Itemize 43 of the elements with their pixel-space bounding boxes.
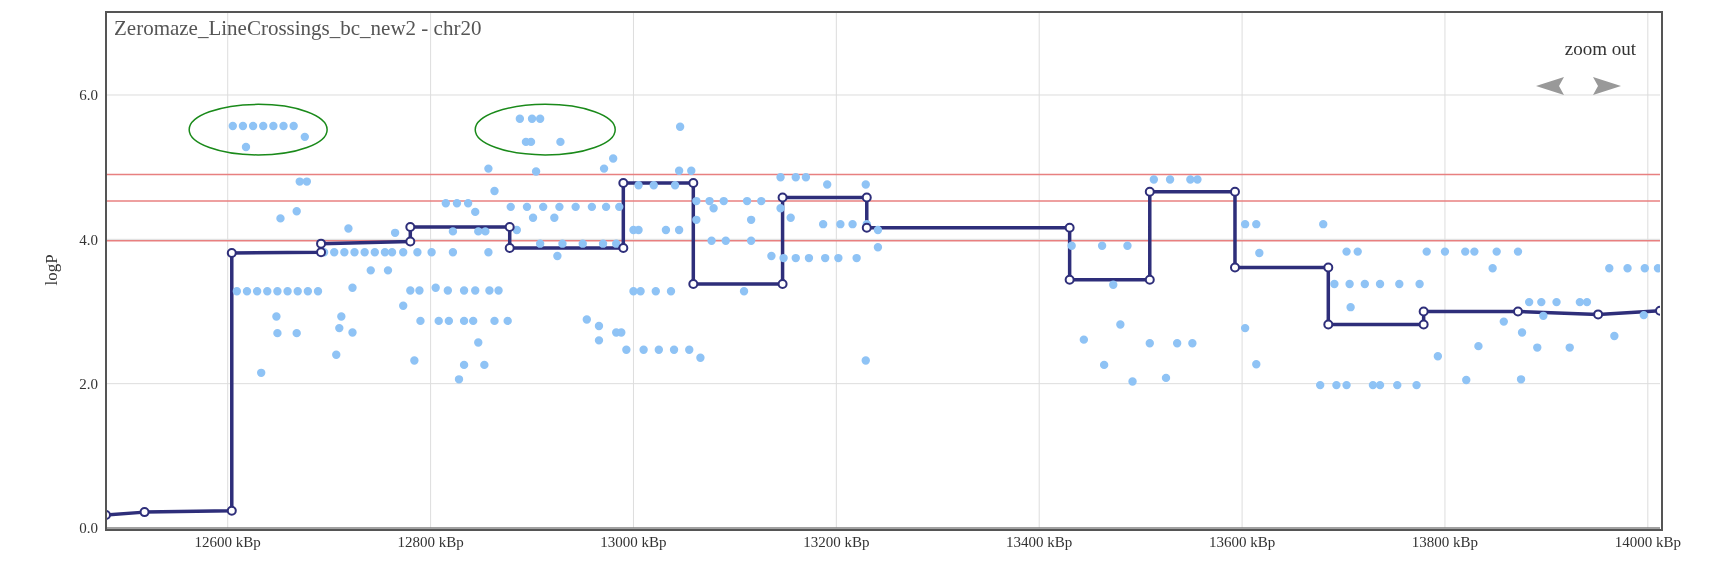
x-tick-label: 13200 kBp [803, 533, 870, 550]
point [861, 192, 872, 203]
point [504, 222, 515, 233]
point [1144, 274, 1155, 285]
point [1064, 274, 1075, 285]
x-tick-label: 14000 kBp [1614, 533, 1681, 550]
point [316, 238, 327, 249]
x-tick-label: 12600 kBp [194, 533, 261, 550]
point [1229, 262, 1240, 273]
point [405, 222, 416, 233]
x-tick-label: 13400 kBp [1006, 533, 1073, 550]
y-axis-title: logP [42, 254, 62, 286]
x-tick-label: 13600 kBp [1208, 533, 1276, 550]
annotation: zoom out [1564, 38, 1636, 60]
y-tick-label: 6.0 [79, 87, 98, 104]
point [504, 242, 515, 253]
point [777, 192, 788, 203]
point [1323, 262, 1334, 273]
x-tick-label: 13800 kBp [1411, 533, 1479, 550]
point [1418, 319, 1429, 330]
point [1418, 306, 1429, 317]
point [777, 279, 788, 290]
y-tick-label: 2.0 [79, 375, 98, 392]
point [1593, 309, 1604, 320]
point [1144, 186, 1155, 197]
point [139, 507, 150, 518]
point [688, 178, 699, 189]
point [226, 505, 237, 516]
point [861, 222, 872, 233]
point [1323, 319, 1334, 330]
y-tick-label: 4.0 [79, 231, 98, 248]
point [405, 236, 416, 247]
point [226, 248, 237, 259]
point [1229, 186, 1240, 197]
point [1064, 222, 1075, 233]
point [618, 178, 629, 189]
x-tick-label: 12800 kBp [397, 533, 464, 550]
y-tick-label: 0.0 [79, 520, 98, 537]
chart-title: Zeromaze_LineCrossings_bc_new2 - chr20 [114, 16, 482, 41]
point [1512, 306, 1523, 317]
point [688, 279, 699, 290]
x-tick-label: 13000 kBp [600, 533, 667, 550]
point [618, 242, 629, 253]
